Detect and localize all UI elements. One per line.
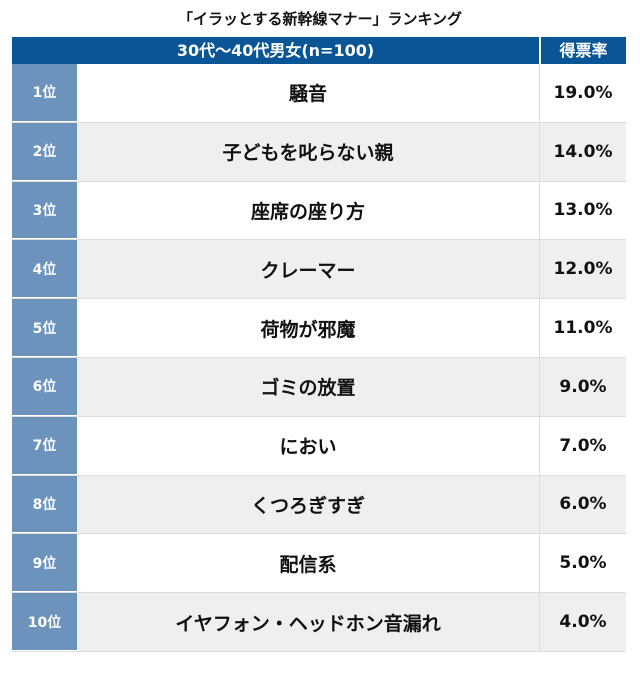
table-header: 30代〜40代男女(n=100) 得票率 <box>12 37 626 64</box>
rate-cell: 11.0% <box>553 318 613 339</box>
table-row: 5位 荷物が邪魔 11.0% <box>12 299 626 358</box>
header-rate: 得票率 <box>559 41 608 60</box>
rank-cell: 4位 <box>12 240 77 299</box>
table-row: 2位 子どもを叱らない親 14.0% <box>12 122 626 182</box>
rank-cell: 6位 <box>12 357 77 416</box>
rank-cell: 8位 <box>12 475 77 534</box>
rate-cell: 5.0% <box>559 553 607 574</box>
table-row: 7位 におい 7.0% <box>12 416 626 476</box>
rate-cell: 6.0% <box>559 494 607 515</box>
rank-cell: 5位 <box>12 299 77 357</box>
rank-cell: 3位 <box>12 181 77 240</box>
item-cell: 荷物が邪魔 <box>77 299 540 357</box>
rate-cell: 4.0% <box>559 612 607 633</box>
table-row: 6位 ゴミの放置 9.0% <box>12 357 626 417</box>
table-row: 10位 イヤフォン・ヘッドホン音漏れ 4.0% <box>12 593 626 652</box>
table-row: 4位 クレーマー 12.0% <box>12 240 626 300</box>
table-row: 8位 くつろぎすぎ 6.0% <box>12 475 626 535</box>
item-cell: 座席の座り方 <box>77 181 540 240</box>
item-cell: 配信系 <box>77 534 540 593</box>
ranking-table: 30代〜40代男女(n=100) 得票率 1位 騒音 19.0% 2位 子どもを叱らない… <box>12 37 626 652</box>
item-cell: におい <box>77 416 540 475</box>
rate-cell: 13.0% <box>553 200 613 221</box>
rank-cell: 1位 <box>12 64 77 122</box>
item-cell: くつろぎすぎ <box>77 475 540 534</box>
chart-title: 「イラッとする新幹線マナー」ランキング <box>177 10 463 28</box>
table-row: 3位 座席の座り方 13.0% <box>12 181 626 241</box>
rank-cell: 10位 <box>12 593 77 651</box>
table-row: 9位 配信系 5.0% <box>12 534 626 594</box>
item-cell: 子どもを叱らない親 <box>77 122 540 181</box>
rate-cell: 19.0% <box>553 82 613 103</box>
item-cell: 騒音 <box>77 64 540 122</box>
rate-cell: 14.0% <box>553 141 613 162</box>
header-group: 30代〜40代男女(n=100) <box>12 37 541 64</box>
item-cell: クレーマー <box>77 240 540 299</box>
rank-cell: 9位 <box>12 534 77 593</box>
rate-cell: 7.0% <box>559 435 607 456</box>
rate-cell: 12.0% <box>553 259 613 280</box>
rank-cell: 2位 <box>12 122 77 181</box>
table-row: 1位 騒音 19.0% <box>12 64 626 123</box>
item-cell: ゴミの放置 <box>77 357 540 416</box>
rate-cell: 9.0% <box>559 376 607 397</box>
rank-cell: 7位 <box>12 416 77 475</box>
item-cell: イヤフォン・ヘッドホン音漏れ <box>77 593 540 651</box>
